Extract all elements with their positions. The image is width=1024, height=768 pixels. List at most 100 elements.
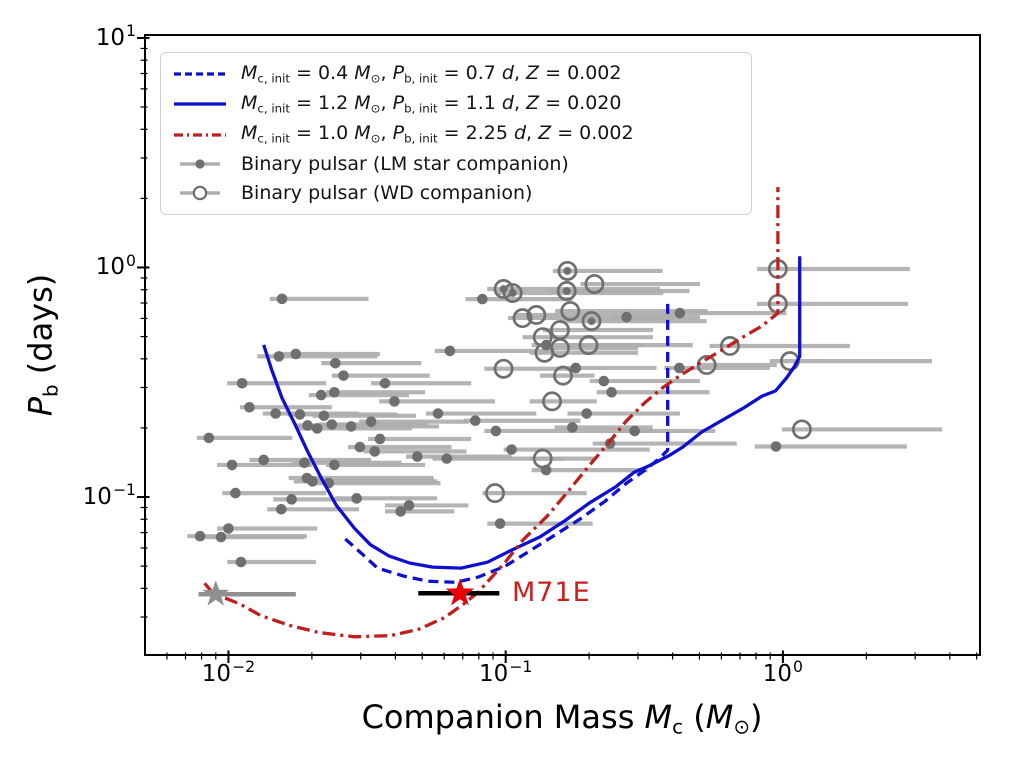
wd-pulsar-inner-dot: [508, 289, 517, 297]
wd-pulsar-circle: [584, 274, 605, 294]
lm-pulsar-dot: [244, 401, 255, 413]
wd-pulsar-circle: [556, 281, 577, 301]
wd-pulsar-circle: [557, 260, 578, 281]
text-run: = 1.2: [289, 91, 355, 114]
wd-pulsar-circle: [485, 483, 505, 504]
text-run: = 0.7: [437, 61, 502, 84]
legend-entry: Binary pulsar (WD companion): [171, 183, 741, 203]
text-run: ): [749, 698, 763, 736]
tick-exponent: −2: [232, 657, 256, 677]
wd-pulsar-circle: [512, 308, 533, 329]
y-tick-label: 100: [95, 250, 136, 281]
lm-pulsar-dot: [275, 504, 287, 515]
dashed-line-icon: [171, 64, 229, 84]
text-run: Binary pulsar (WD companion): [241, 181, 533, 204]
text-run: (days): [21, 273, 60, 385]
lm-pulsar-dot: [432, 408, 444, 419]
lm-pulsar-dot: [345, 421, 357, 432]
lm-pulsar-dot: [365, 416, 377, 427]
text-run: M: [354, 61, 371, 84]
plot-frame: [144, 34, 981, 656]
text-run: P: [392, 122, 405, 144]
tick-exponent: 1: [126, 21, 136, 41]
tick-base: 10: [95, 24, 126, 51]
ticks: [137, 36, 978, 663]
tick-base: 10: [201, 661, 232, 687]
m71e-star-marker: [445, 578, 475, 606]
text-run: P: [392, 61, 405, 84]
text-run: c: [672, 715, 684, 739]
lm-pulsar-dot: [301, 472, 313, 484]
text-run: c, init: [257, 101, 290, 116]
wd-pulsar-circle: [578, 335, 599, 356]
lm-pulsar-dot: [444, 345, 456, 357]
wd-pulsar-circle: [493, 358, 514, 379]
lm-pulsar-dot: [226, 459, 238, 471]
y-tick-label: 101: [95, 21, 136, 51]
text-run: = 0.002: [539, 61, 622, 84]
x-tick-label: 100: [762, 657, 803, 687]
tick-base: 10: [762, 661, 793, 687]
legend-entry-label: Mc, init = 0.4 M⊙, Pb, init = 0.7 d, Z =…: [241, 61, 622, 85]
tick-base: 10: [95, 254, 126, 281]
lm-pulsar-dot: [235, 556, 247, 568]
lm-pulsar-dot: [621, 311, 632, 323]
text-run: ,: [513, 91, 527, 114]
wd-pulsar-inner-dot: [562, 287, 571, 295]
tick-exponent: −1: [112, 480, 136, 500]
legend-entry-label: Mc, init = 1.0 M⊙, Pb, init = 2.25 d, Z …: [241, 124, 634, 145]
text-run: M: [241, 91, 258, 114]
lm-pulsar-dot: [770, 441, 782, 452]
text-run: ,: [380, 122, 393, 144]
wd-pulsar-circle: [719, 336, 740, 356]
lm-pulsar-dot: [490, 425, 502, 437]
wd-pulsar-circle: [532, 448, 553, 469]
lm-pulsar-dot: [270, 408, 281, 419]
lm-pulsar-dot: [315, 389, 327, 401]
text-run: ⊙: [370, 131, 381, 146]
lm-pulsar-dot: [441, 453, 453, 464]
text-run: = 1.0: [289, 122, 355, 144]
lm-pulsar-dot: [570, 362, 582, 374]
lm-pulsar-dot: [606, 386, 617, 398]
text-run: = 2.25: [437, 122, 514, 144]
tick-exponent: 0: [126, 250, 136, 270]
y-tick-label: 10−1: [83, 480, 136, 510]
lm-pulsar-dot: [598, 375, 610, 387]
lm-pulsar-dot: [674, 307, 686, 319]
x-axis-label: Companion Mass Mc (M⊙): [362, 698, 763, 739]
wd-pulsar-circle: [502, 283, 523, 303]
y-axis-label: Pb (days): [22, 274, 63, 417]
text-run: d: [501, 91, 514, 114]
annotation-m71e: M71E: [511, 577, 591, 609]
lm-pulsar-dot: [506, 444, 517, 455]
text-run: ,: [380, 61, 393, 84]
text-run: = 0.002: [551, 122, 634, 144]
lm-pulsar-dot: [374, 433, 386, 445]
tick-exponent: −1: [509, 657, 533, 677]
lm-dot-icon: [171, 154, 229, 174]
lm-pulsar-dot: [302, 420, 313, 431]
legend-entry-label: Binary pulsar (LM star companion): [241, 154, 569, 174]
lm-pulsar-dot: [329, 459, 340, 471]
solid-line-icon: [171, 94, 229, 114]
wd-pulsar-circle: [542, 391, 563, 412]
lm-pulsar-dot: [290, 348, 302, 360]
lm-pulsar-dot: [215, 531, 227, 543]
text-run: d: [513, 122, 527, 144]
lm-pulsar-dot: [230, 487, 241, 499]
text-run: b, init: [404, 70, 438, 85]
text-run: Z: [526, 61, 540, 84]
wd-pulsar-circle: [532, 327, 553, 348]
text-run: M: [354, 122, 371, 144]
lm-pulsar-dot: [330, 357, 341, 369]
text-run: ,: [513, 61, 527, 84]
wd-pulsar-circle: [526, 305, 547, 325]
track-dashdot: [203, 187, 780, 639]
legend-entry: Binary pulsar (LM star companion): [171, 154, 741, 174]
wd-pulsars: [485, 259, 812, 504]
lm-pulsar-dot: [379, 377, 391, 389]
text-run: ,: [526, 122, 539, 144]
lm-pulsar-dot: [329, 386, 340, 398]
text-run: M: [705, 698, 734, 736]
